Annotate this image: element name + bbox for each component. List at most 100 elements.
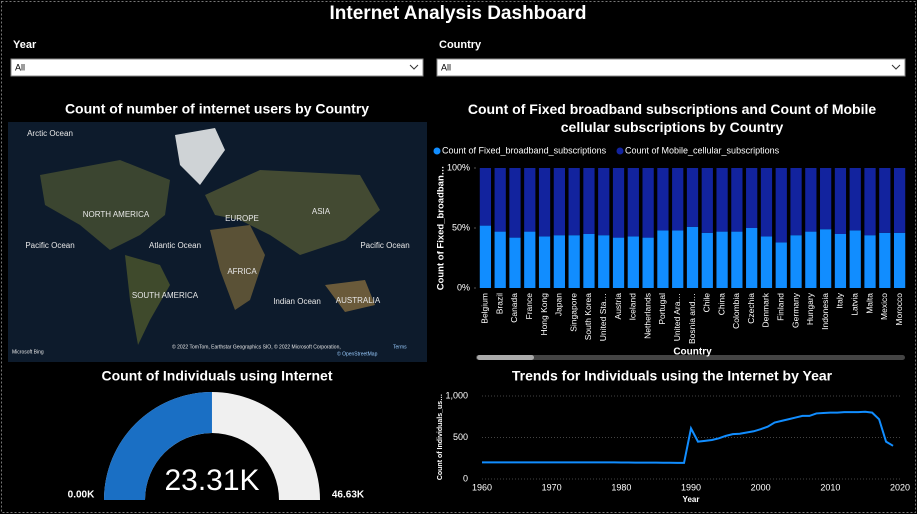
bar-segment — [746, 228, 758, 288]
map-label: Arctic Ocean — [27, 129, 73, 138]
bar-segment — [627, 168, 639, 237]
x-tick-label: Singapore — [568, 293, 578, 332]
land — [125, 255, 170, 345]
map-label: NORTH AMERICA — [83, 210, 150, 219]
bar-segment — [568, 168, 580, 236]
bar-segment — [864, 168, 876, 236]
x-tick-label: Belgium — [480, 293, 490, 324]
y-axis-label: Count of Fixed_broadban… — [436, 166, 447, 291]
land — [40, 160, 170, 250]
bar-segment — [657, 168, 669, 231]
bar-segment — [834, 168, 847, 234]
bar-segment — [538, 168, 551, 237]
bar-segment — [538, 236, 551, 288]
bar-segment — [893, 232, 906, 288]
bar-segment — [893, 168, 906, 233]
x-tick-label: France — [524, 293, 534, 320]
bar-segment — [716, 231, 728, 288]
bar-segment — [790, 168, 802, 236]
x-tick-label: Japan — [554, 293, 564, 316]
legend-label: Count of Mobile_cellular_subscriptions — [625, 145, 780, 155]
chevron — [409, 64, 419, 70]
bar-segment — [731, 168, 743, 232]
scrollbar[interactable] — [476, 355, 905, 360]
scrollbar-thumb[interactable] — [477, 355, 534, 360]
x-tick-label: 1970 — [542, 482, 562, 492]
bar-segment — [864, 235, 876, 288]
x-tick-label: Finland — [776, 293, 786, 321]
x-tick-label: China — [716, 293, 726, 315]
x-tick-label: Portugal — [657, 293, 667, 325]
bar-segment — [612, 237, 625, 288]
bar-segment — [879, 232, 891, 288]
slicer-label: Country — [439, 39, 482, 51]
bar-segment — [834, 234, 847, 288]
bar-segment — [612, 168, 625, 238]
map-label: Pacific Ocean — [360, 241, 409, 250]
bar-segment — [701, 168, 713, 233]
x-tick-label: Mexico — [879, 293, 889, 320]
bar-segment — [686, 226, 699, 288]
bar-segment — [524, 231, 536, 288]
map-label: ASIA — [312, 207, 331, 216]
bar-segment — [849, 230, 861, 288]
slicer-dropdown[interactable] — [10, 58, 424, 77]
land — [210, 225, 265, 310]
chevron — [891, 64, 901, 70]
map-label: Atlantic Ocean — [149, 241, 201, 250]
slicer-label: Year — [13, 39, 37, 51]
bar-segment — [553, 168, 565, 236]
land — [205, 170, 380, 255]
x-tick-label: Chile — [702, 293, 712, 313]
map-label: EUROPE — [225, 214, 259, 223]
x-tick-label: Bosnia and… — [687, 293, 697, 344]
bar-segment — [642, 237, 654, 288]
bar-segment — [494, 231, 506, 288]
x-axis-label: Country — [673, 347, 712, 358]
bar-segment — [760, 168, 773, 237]
x-tick-label: Germany — [790, 292, 800, 328]
bar-segment — [524, 168, 536, 232]
bar-segment — [820, 229, 832, 288]
x-tick-label: Czechia — [746, 293, 756, 324]
x-tick-label: Iceland — [628, 293, 638, 321]
x-tick-label: Brazil — [494, 293, 504, 314]
gauge-min: 0.00K — [68, 490, 95, 501]
provider: Microsoft Bing — [12, 349, 44, 355]
slicer-dropdown[interactable] — [436, 58, 906, 77]
x-tick-label: Austria — [613, 293, 623, 320]
x-tick-label: Denmark — [761, 292, 771, 327]
x-tick-label: Indonesia — [820, 293, 830, 330]
legend-swatch — [433, 147, 441, 155]
bar-segment — [553, 235, 565, 288]
bar-segment — [820, 168, 832, 230]
map-label: Pacific Ocean — [25, 241, 74, 250]
x-tick-label: 1980 — [611, 482, 631, 492]
map: Arctic Ocean NORTH AMERICA EUROPE ASIA P… — [8, 122, 427, 362]
chart-title: Trends for Individuals using the Interne… — [512, 368, 833, 384]
y-axis-label: Count of Individuals_us… — [437, 394, 444, 480]
y-tick-label: 50% — [452, 222, 470, 232]
bar-segment — [879, 168, 891, 233]
legend-label: Count of Fixed_broadband_subscriptions — [442, 145, 607, 155]
map-label: Indian Ocean — [273, 297, 321, 306]
bar-segment — [479, 168, 492, 226]
land — [175, 128, 225, 185]
osm-link[interactable]: © OpenStreetMap — [337, 350, 378, 357]
bar-segment — [627, 236, 639, 288]
bar-segment — [805, 168, 817, 232]
map-label: AFRICA — [227, 267, 257, 276]
bar-segment — [731, 231, 743, 288]
slicer-value: All — [441, 62, 451, 72]
bar-segment — [598, 168, 610, 236]
bar-segment — [509, 237, 521, 288]
x-tick-label: United Sta… — [598, 293, 608, 341]
y-tick-label: 0% — [457, 282, 470, 292]
chart-title: Count of Fixed broadband subscriptions a… — [468, 101, 877, 135]
chart-title: Count of Individuals using Internet — [102, 368, 333, 384]
terms-link[interactable]: Terms — [393, 344, 407, 350]
dashboard-title: Internet Analysis Dashboard — [330, 3, 587, 24]
bar-segment — [494, 168, 506, 232]
x-tick-label: Latvia — [849, 293, 859, 316]
bar-segment — [479, 225, 492, 288]
